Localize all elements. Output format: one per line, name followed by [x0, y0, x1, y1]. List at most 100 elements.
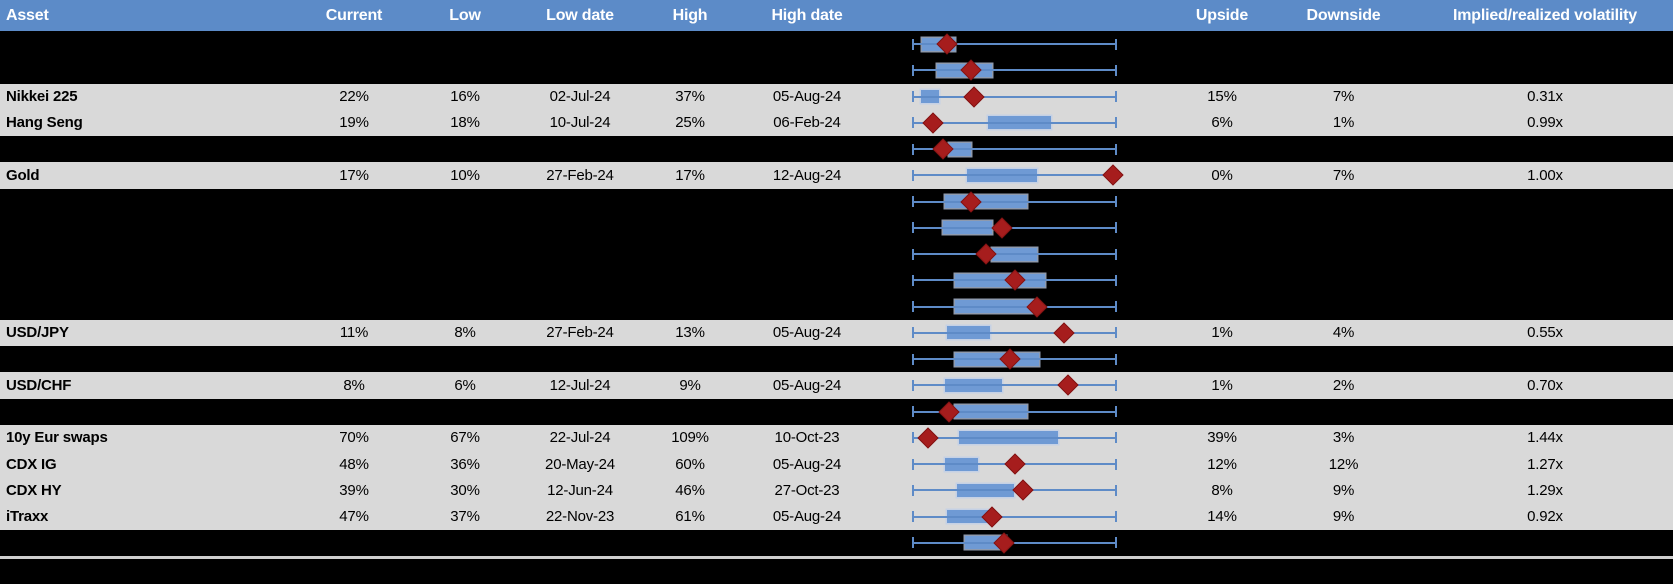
range-whisker-line: [912, 69, 1117, 72]
separator-line: [0, 556, 1673, 559]
cell-low-date: 12-Jul-24: [549, 376, 611, 394]
cell-asset: Hang Seng: [6, 114, 83, 132]
whisker-right-cap: [1115, 248, 1117, 260]
table-row-redacted: [0, 214, 1673, 241]
cell-downside: 2%: [1332, 376, 1355, 394]
cell-low: 37%: [450, 508, 480, 526]
cell-downside: 9%: [1332, 508, 1355, 526]
cell-high-date: 05-Aug-24: [772, 455, 842, 473]
cell-high-date: 06-Feb-24: [773, 114, 841, 132]
cell-low: 6%: [454, 376, 476, 394]
cell-high-date: 12-Aug-24: [772, 166, 842, 184]
range-whisker-line: [912, 121, 1117, 124]
cell-upside: 1%: [1211, 376, 1233, 394]
cell-upside: 39%: [1207, 429, 1237, 447]
range-whisker-line: [912, 305, 1117, 308]
whisker-left-cap: [912, 38, 914, 50]
cell-current: 39%: [339, 481, 369, 499]
current-level-diamond-icon: [917, 427, 939, 449]
whisker-left-cap: [912, 143, 914, 155]
cell-high: 17%: [675, 166, 705, 184]
header-low-date: Low date: [546, 6, 614, 24]
range-whisker-line: [912, 410, 1117, 413]
whisker-left-cap: [912, 327, 914, 339]
range-whisker-line: [912, 200, 1117, 203]
table-row-redacted: [0, 398, 1673, 425]
header-downside: Downside: [1306, 6, 1381, 24]
whisker-left-cap: [912, 248, 914, 260]
current-level-diamond-icon: [1053, 322, 1075, 344]
table-row-nikkei-225: Nikkei 225 22% 16% 02-Jul-24 37% 05-Aug-24 15%…: [0, 83, 1673, 110]
cell-implied: 0.70x: [1527, 376, 1563, 394]
whisker-left-cap: [912, 169, 914, 181]
cell-high: 61%: [675, 508, 705, 526]
whisker-right-cap: [1115, 117, 1117, 129]
whisker-left-cap: [912, 379, 914, 391]
range-whisker-line: [912, 226, 1117, 229]
range-whisker-line: [912, 436, 1117, 439]
cell-asset: Gold: [6, 166, 40, 184]
cell-upside: 6%: [1211, 114, 1233, 132]
whisker-left-cap: [912, 353, 914, 365]
cell-high: 60%: [675, 455, 705, 473]
cell-implied: 1.44x: [1527, 429, 1563, 447]
whisker-left-cap: [912, 117, 914, 129]
cell-current: 11%: [339, 324, 369, 342]
cell-upside: 0%: [1211, 166, 1233, 184]
current-level-diamond-icon: [1012, 479, 1034, 501]
range-whisker-line: [912, 148, 1117, 151]
whisker-right-cap: [1115, 327, 1117, 339]
cell-downside: 3%: [1332, 429, 1355, 447]
whisker-right-cap: [1115, 143, 1117, 155]
cell-asset: Nikkei 225: [6, 88, 78, 106]
table-row-usd-jpy: USD/JPY 11% 8% 27-Feb-24 13% 05-Aug-24 1% 4% 0.5…: [0, 319, 1673, 346]
header-high-date: High date: [771, 6, 843, 24]
cell-downside: 7%: [1332, 88, 1355, 106]
cell-high-date: 05-Aug-24: [772, 324, 842, 342]
cell-current: 70%: [339, 429, 369, 447]
cell-implied: 0.55x: [1527, 324, 1563, 342]
current-level-diamond-icon: [1102, 164, 1124, 186]
cell-upside: 14%: [1207, 508, 1237, 526]
cell-upside: 15%: [1207, 88, 1237, 106]
current-level-diamond-icon: [1057, 374, 1079, 396]
whisker-right-cap: [1115, 458, 1117, 470]
cell-downside: 7%: [1332, 166, 1355, 184]
current-level-diamond-icon: [1003, 453, 1026, 475]
whisker-right-cap: [1115, 353, 1117, 365]
cell-high-date: 05-Aug-24: [772, 376, 842, 394]
cell-implied: 1.00x: [1527, 166, 1563, 184]
header-high: High: [672, 6, 708, 24]
cell-implied: 0.99x: [1527, 114, 1563, 132]
table-row-cdx-ig: CDX IG 48% 36% 20-May-24 60% 05-Aug-24 12% 12% 1…: [0, 451, 1673, 478]
cell-high-date: 05-Aug-24: [772, 508, 842, 526]
whisker-right-cap: [1115, 511, 1117, 523]
table-row-redacted: [0, 31, 1673, 58]
table-row-itraxx: iTraxx 47% 37% 22-Nov-23 61% 05-Aug-24 14% 9% 0.…: [0, 503, 1673, 530]
table-row-redacted: [0, 188, 1673, 215]
whisker-right-cap: [1115, 406, 1117, 418]
table-row-redacted: [0, 267, 1673, 294]
header-upside: Upside: [1195, 6, 1249, 24]
cell-low-date: 10-Jul-24: [549, 114, 611, 132]
table-row-hang-seng: Hang Seng 19% 18% 10-Jul-24 25% 06-Feb-24 6% 1%…: [0, 109, 1673, 136]
cell-asset: 10y Eur swaps: [6, 429, 108, 447]
cell-high-date: 05-Aug-24: [772, 88, 842, 106]
range-whisker-line: [912, 43, 1117, 46]
whisker-right-cap: [1115, 38, 1117, 50]
table-row-usd-chf: USD/CHF 8% 6% 12-Jul-24 9% 05-Aug-24 1% 2% 0.70x: [0, 372, 1673, 399]
current-level-diamond-icon: [921, 112, 944, 134]
range-whisker-line: [912, 515, 1117, 518]
cell-low: 8%: [454, 324, 476, 342]
cell-high: 13%: [675, 324, 705, 342]
cell-low: 16%: [450, 88, 480, 106]
table-row-gold: Gold 17% 10% 27-Feb-24 17% 12-Aug-24 0% 7% 1.00x: [0, 162, 1673, 189]
cell-low: 36%: [450, 455, 480, 473]
cell-downside: 12%: [1328, 455, 1359, 473]
current-level-diamond-icon: [962, 86, 985, 108]
cell-asset: CDX IG: [6, 455, 57, 473]
range-whisker-line: [912, 384, 1117, 387]
cell-high-date: 10-Oct-23: [774, 429, 840, 447]
whisker-left-cap: [912, 458, 914, 470]
table-header-row: Asset Current Low Low date High High date Upsi…: [0, 0, 1673, 31]
